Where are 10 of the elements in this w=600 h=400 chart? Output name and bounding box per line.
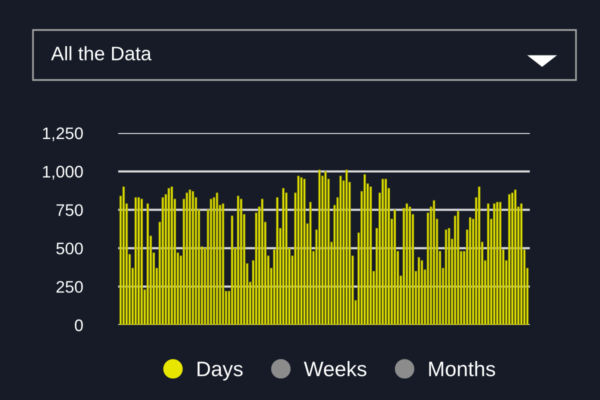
text: All the Data bbox=[51, 46, 152, 60]
text: Months bbox=[429, 361, 496, 376]
legend-label: Days bbox=[198, 362, 243, 380]
y-tick-label: 1,250 bbox=[43, 127, 83, 142]
text: Weeks bbox=[304, 361, 366, 376]
y-tick-label: 0 bbox=[74, 319, 83, 332]
y-tick-label: 750 bbox=[56, 204, 83, 216]
y-tick-label: 250 bbox=[56, 281, 83, 293]
y-tick-label: 500 bbox=[56, 242, 83, 254]
y-tick-label: 1,000 bbox=[43, 166, 83, 180]
